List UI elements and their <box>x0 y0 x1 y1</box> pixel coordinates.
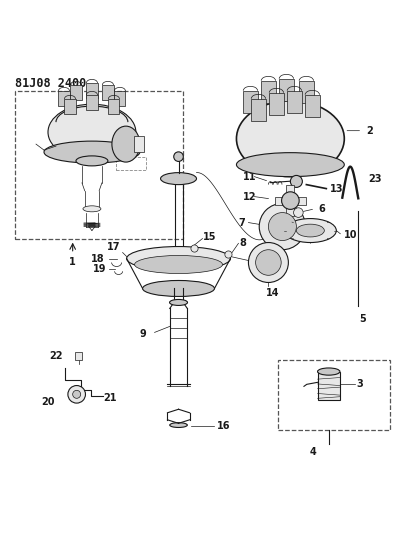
Text: 20: 20 <box>41 397 55 407</box>
Bar <box>286 185 294 200</box>
Ellipse shape <box>44 141 140 163</box>
Text: 19: 19 <box>93 264 107 274</box>
Bar <box>279 79 294 101</box>
Text: 22: 22 <box>49 351 63 361</box>
Text: 9: 9 <box>139 329 146 340</box>
Ellipse shape <box>318 368 340 375</box>
Bar <box>58 91 70 106</box>
Circle shape <box>72 390 81 398</box>
Text: 5: 5 <box>359 314 366 325</box>
Bar <box>286 200 294 216</box>
Circle shape <box>294 208 303 217</box>
Text: 11: 11 <box>243 172 256 182</box>
Ellipse shape <box>170 300 188 305</box>
Text: 23: 23 <box>368 174 382 184</box>
Circle shape <box>256 250 281 275</box>
Text: 14: 14 <box>266 288 279 298</box>
Circle shape <box>290 175 303 188</box>
Ellipse shape <box>76 156 108 166</box>
Bar <box>269 93 283 115</box>
Text: 18: 18 <box>91 254 104 263</box>
Text: 3: 3 <box>357 379 363 389</box>
Bar <box>70 85 81 100</box>
Circle shape <box>191 245 198 252</box>
Circle shape <box>269 213 296 240</box>
Text: 7: 7 <box>239 217 245 228</box>
Text: 1: 1 <box>69 256 76 266</box>
Text: 81J08 2400: 81J08 2400 <box>15 77 86 90</box>
Bar <box>64 99 76 114</box>
Bar <box>114 91 126 106</box>
Circle shape <box>259 204 305 250</box>
Circle shape <box>225 251 232 258</box>
Text: 2: 2 <box>366 126 373 136</box>
Bar <box>278 360 390 430</box>
Ellipse shape <box>296 224 324 237</box>
Text: 10: 10 <box>344 230 358 239</box>
Bar <box>75 352 82 360</box>
Text: 13: 13 <box>330 183 344 193</box>
Text: 15: 15 <box>203 232 217 243</box>
Bar <box>116 157 146 170</box>
Ellipse shape <box>143 280 215 296</box>
Text: 8: 8 <box>239 238 246 247</box>
Bar <box>299 81 313 103</box>
Ellipse shape <box>134 255 222 273</box>
Ellipse shape <box>160 173 196 184</box>
Ellipse shape <box>170 423 188 427</box>
Circle shape <box>68 385 85 403</box>
Text: 4: 4 <box>309 447 316 457</box>
Bar <box>134 136 144 152</box>
Ellipse shape <box>112 126 140 162</box>
Bar <box>287 91 302 112</box>
Bar <box>290 197 305 205</box>
Circle shape <box>281 192 299 209</box>
Bar <box>305 95 320 117</box>
Text: 21: 21 <box>103 393 117 403</box>
Circle shape <box>174 152 183 161</box>
Ellipse shape <box>237 101 344 176</box>
Bar <box>251 99 266 120</box>
Text: 16: 16 <box>217 421 230 431</box>
Bar <box>102 85 113 100</box>
Bar <box>86 95 98 110</box>
Bar <box>15 91 183 239</box>
Bar <box>86 83 98 98</box>
Bar <box>318 372 340 400</box>
Bar <box>261 81 275 103</box>
Ellipse shape <box>83 206 101 212</box>
Circle shape <box>248 243 288 282</box>
Ellipse shape <box>237 152 344 176</box>
Text: 6: 6 <box>318 204 325 214</box>
Bar <box>275 197 290 205</box>
Ellipse shape <box>48 104 136 160</box>
Bar <box>243 91 258 112</box>
Ellipse shape <box>284 219 336 243</box>
Text: 12: 12 <box>243 191 256 201</box>
Bar <box>108 99 119 114</box>
Ellipse shape <box>127 247 230 270</box>
Text: 17: 17 <box>107 241 121 252</box>
